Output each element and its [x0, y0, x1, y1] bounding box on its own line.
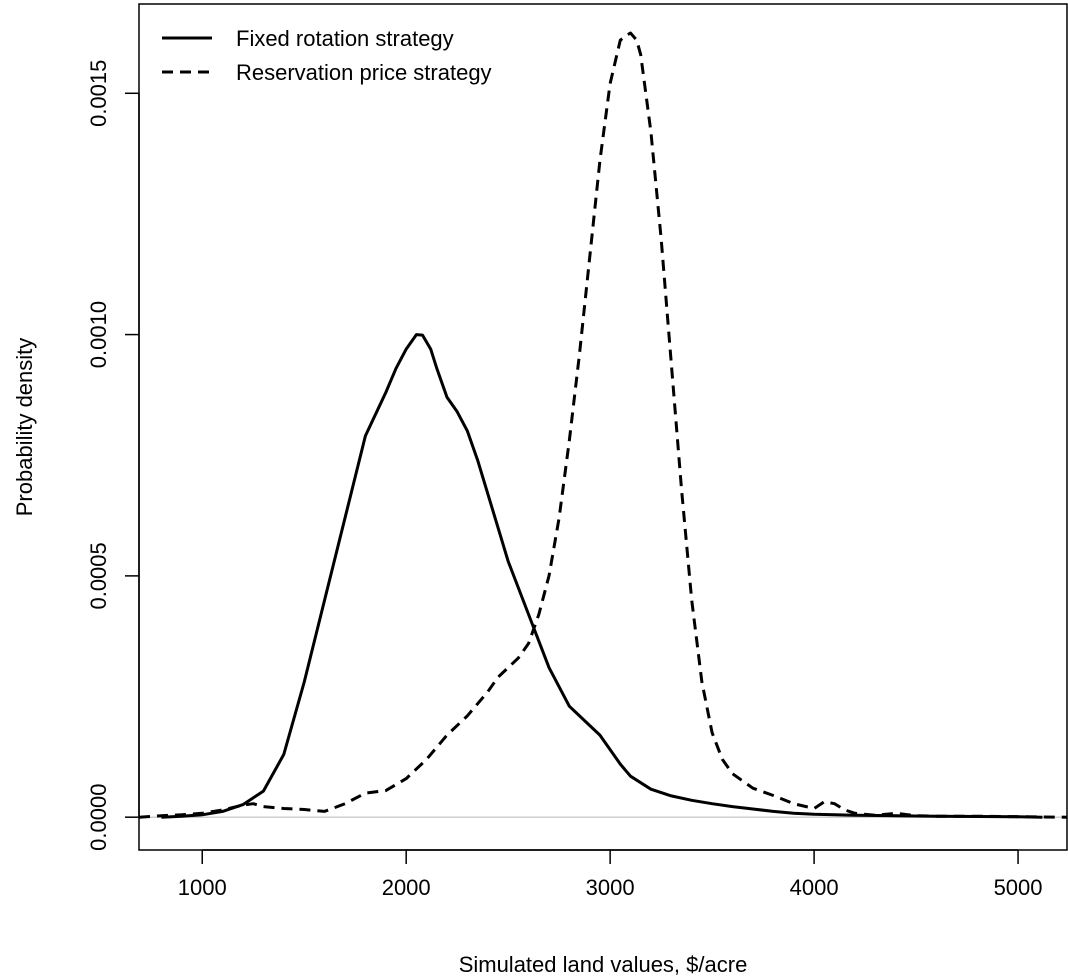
x-axis-title: Simulated land values, $/acre	[459, 952, 748, 977]
y-tick-label: 0.0005	[86, 542, 111, 609]
legend-label-fixed-rotation-strategy: Fixed rotation strategy	[236, 26, 454, 51]
fixed-rotation-strategy-line	[161, 333, 1043, 819]
x-axis: 1000 2000 3000 4000 5000	[178, 849, 1043, 900]
reservation-price-strategy-line	[138, 31, 1068, 819]
x-tick-label: 2000	[382, 875, 431, 900]
x-tick-label: 3000	[586, 875, 635, 900]
y-tick-label: 0.0015	[86, 60, 111, 127]
y-tick-label: 0.0000	[86, 784, 111, 851]
x-tick-label: 1000	[178, 875, 227, 900]
x-tick-label: 5000	[994, 875, 1043, 900]
y-axis: 0.0000 0.0005 0.0010 0.0015	[86, 60, 140, 851]
legend-label-reservation-price-strategy: Reservation price strategy	[236, 60, 492, 85]
series-group	[138, 31, 1068, 819]
y-axis-title: Probability density	[12, 338, 37, 517]
y-tick-label: 0.0010	[86, 301, 111, 368]
x-tick-label: 4000	[790, 875, 839, 900]
legend: Fixed rotation strategy Reservation price…	[162, 26, 492, 85]
